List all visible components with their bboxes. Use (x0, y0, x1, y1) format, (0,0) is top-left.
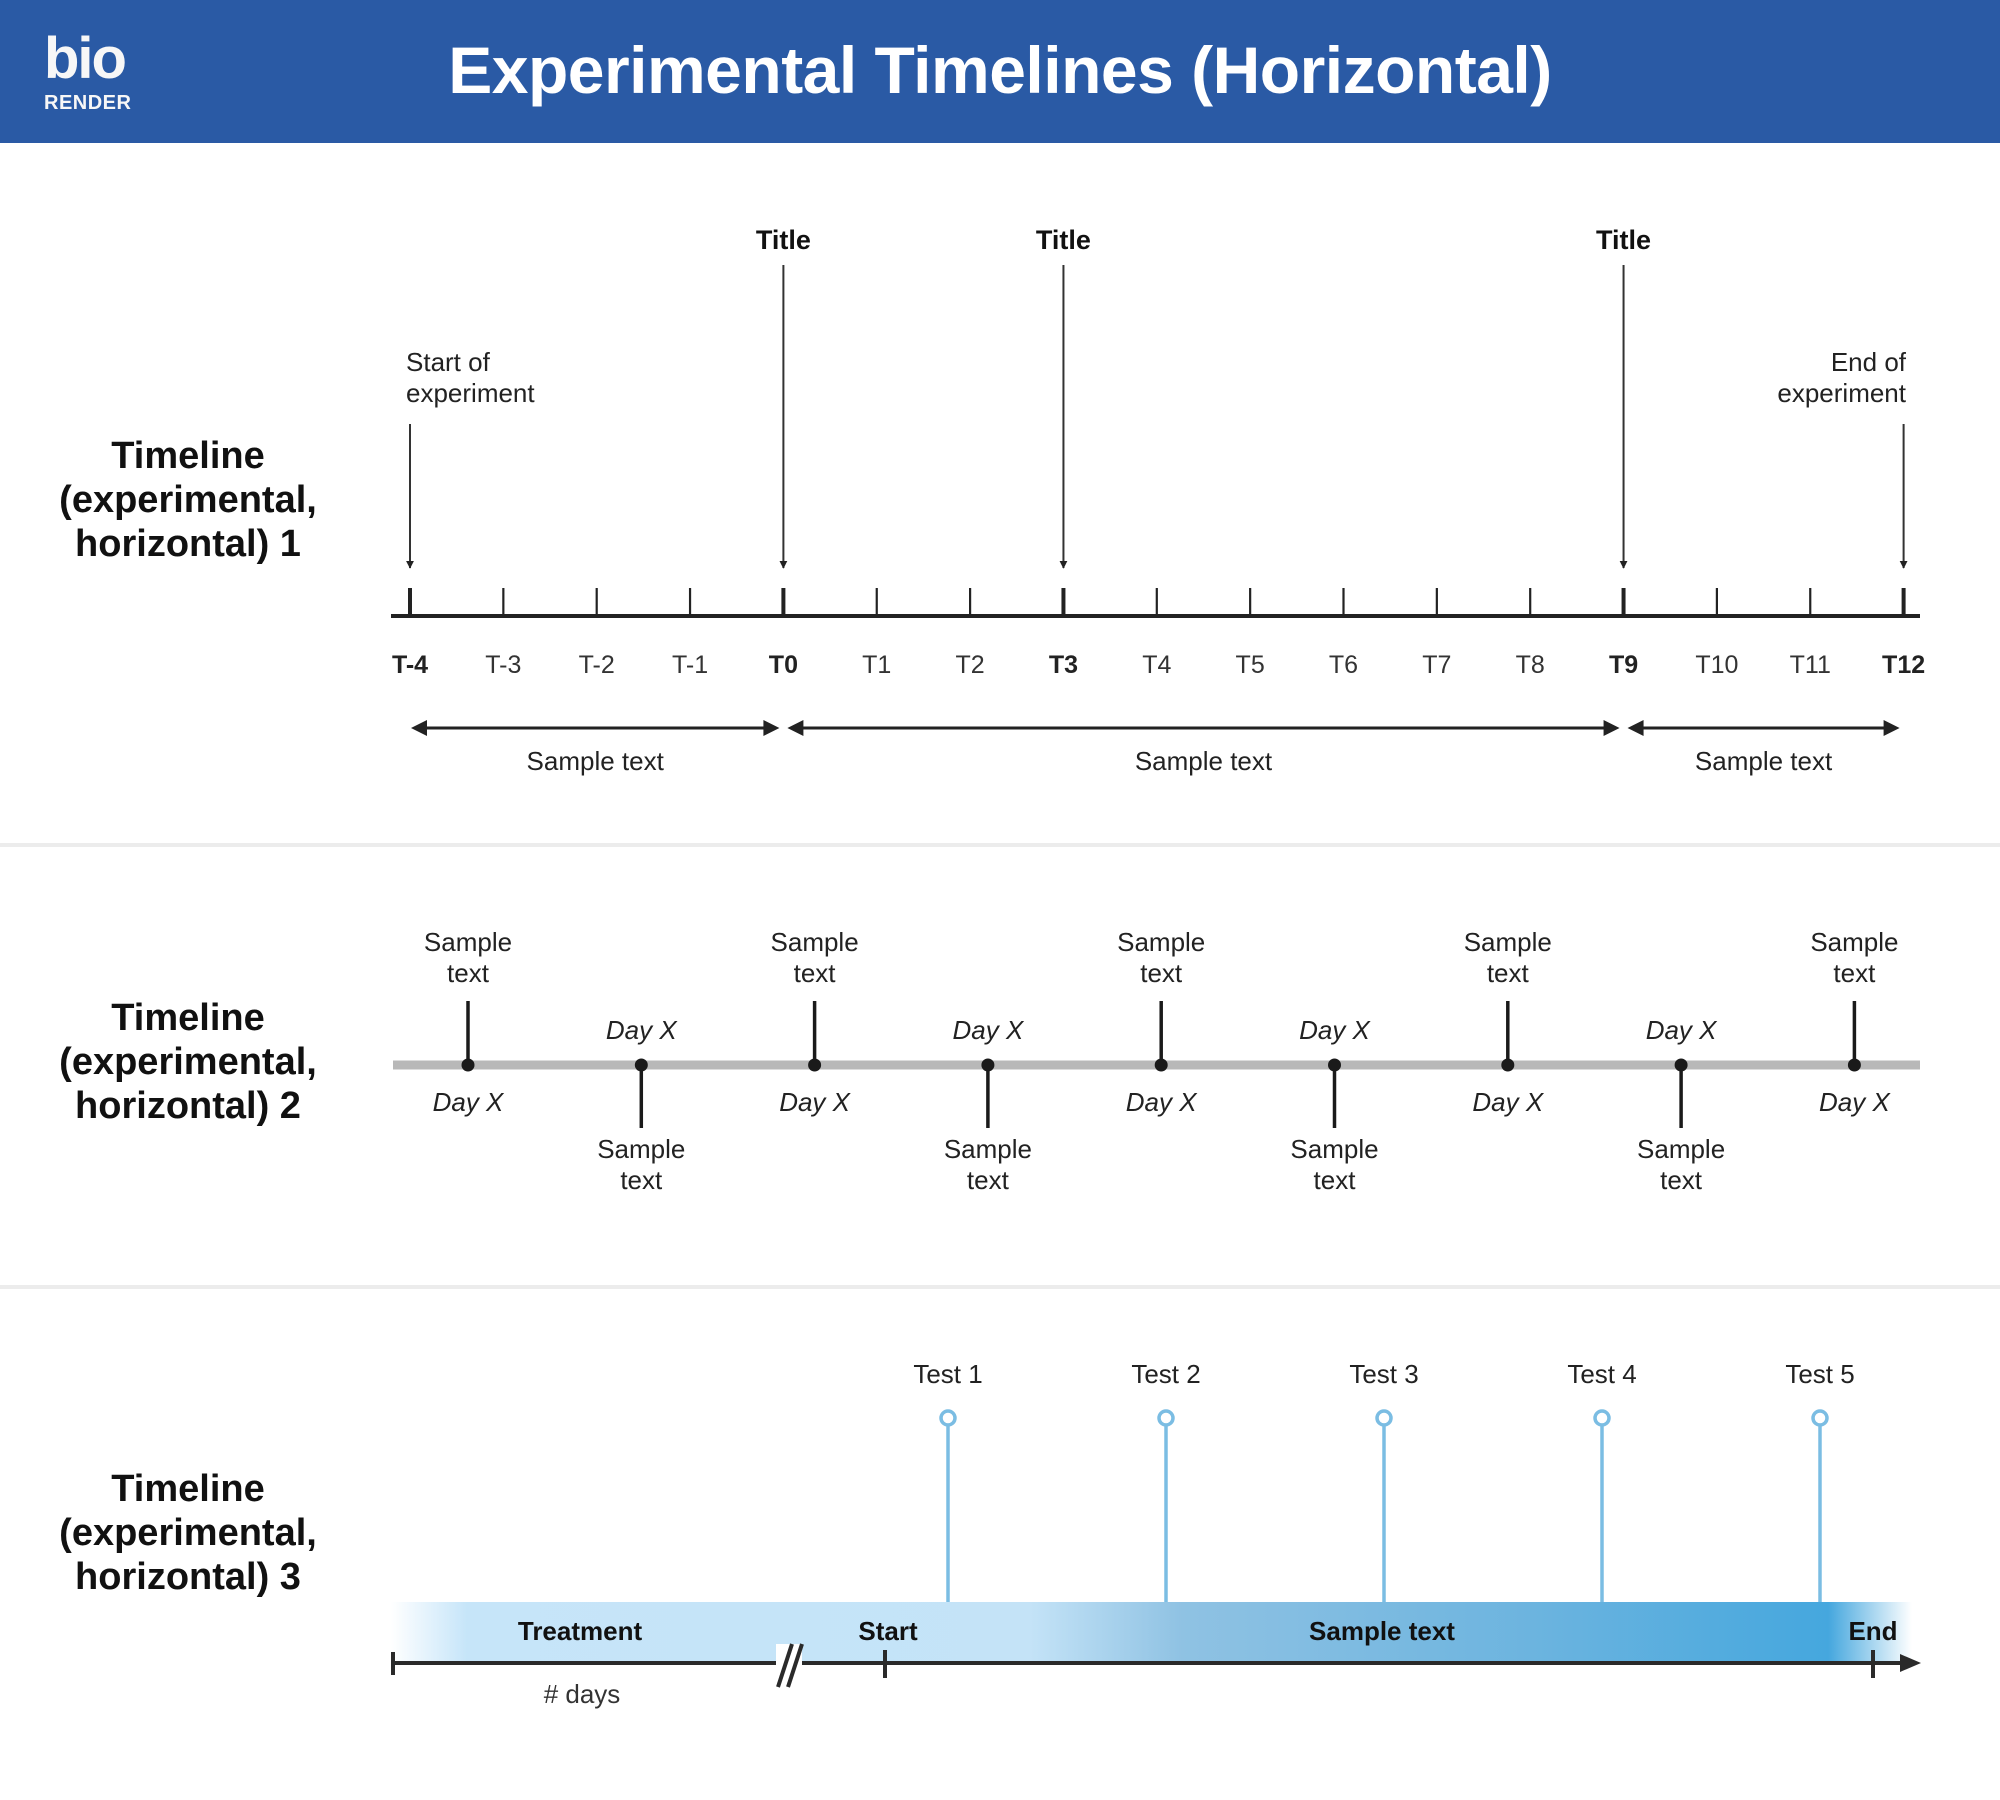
event-text: Sample text (1117, 927, 1205, 989)
biorender-logo: bio RENDER (44, 26, 132, 115)
event-text-line: Sample (597, 1134, 686, 1164)
event-text-line: Sample (943, 1134, 1032, 1164)
milestone-title: Title (1596, 225, 1652, 255)
tick-label: T-4 (391, 651, 429, 679)
test-marker-label: Test 2 (1131, 1359, 1201, 1389)
note-line: experiment (406, 378, 535, 408)
event-text-line: Sample (1290, 1134, 1379, 1164)
event-text-line: text (1486, 958, 1529, 988)
day-label: Day X (1125, 1087, 1197, 1117)
event-text-line: Sample (770, 927, 859, 957)
days-label: # days (543, 1679, 621, 1709)
event-text-line: text (1833, 958, 1876, 988)
range-label: Sample text (1694, 746, 1833, 776)
event-text-line: text (447, 958, 489, 988)
logo-render-text: RENDER (44, 92, 132, 114)
day-label: Day X (779, 1087, 850, 1117)
tick-label: T7 (1422, 651, 1452, 679)
event-text-line: Sample (1810, 927, 1899, 957)
start-label: Start (858, 1616, 918, 1646)
event-text: Sample text (1464, 927, 1552, 989)
event-text: Sample text (1810, 927, 1898, 989)
section-divider (0, 843, 2000, 847)
tick-label: T0 (768, 651, 798, 679)
event-text: Sample text (424, 927, 512, 989)
day-label: Day X (605, 1015, 677, 1045)
timeline-band (391, 1602, 1912, 1662)
label-line: horizontal) 1 (75, 523, 301, 565)
event-text: Sample text (944, 1134, 1032, 1196)
note-line: Start of (406, 347, 490, 377)
page-title: Experimental Timelines (Horizontal) (448, 33, 1552, 107)
event-text: Sample text (1290, 1134, 1378, 1196)
tick-label: T2 (955, 651, 985, 679)
label-line: (experimental, (59, 1041, 317, 1083)
tick-label: T6 (1328, 651, 1359, 679)
test-marker-label: Test 1 (913, 1359, 983, 1389)
milestone-title: Title (1035, 225, 1091, 255)
section-divider (0, 1285, 2000, 1289)
tick-label: T12 (1882, 651, 1926, 679)
tick-label: T11 (1789, 651, 1831, 679)
label-line: horizontal) 2 (75, 1085, 301, 1127)
tick-label: T5 (1235, 651, 1265, 679)
milestone-title: Title (755, 225, 811, 255)
section-label-timeline-2: Timeline (experimental, horizontal) 2 (28, 996, 348, 1128)
event-text-line: Sample (1117, 927, 1206, 957)
day-label: Day X (952, 1015, 1024, 1045)
tick-label: T-1 (671, 651, 709, 679)
header-bar: bio RENDER Experimental Timelines (Horiz… (0, 0, 2000, 143)
logo-bio-text: bio (44, 26, 127, 91)
day-label: Day X (1645, 1015, 1717, 1045)
phase-label: Sample text (1309, 1616, 1455, 1646)
label-line: (experimental, (59, 479, 317, 521)
test-marker-label: Test 4 (1567, 1359, 1637, 1389)
tick-label: T4 (1142, 651, 1172, 679)
tick-label: T3 (1048, 651, 1079, 679)
event-text-line: Sample (1463, 927, 1552, 957)
section-label-timeline-1: Timeline (experimental, horizontal) 1 (28, 434, 348, 566)
event-text-line: Sample (423, 927, 513, 957)
event-text-line: text (793, 958, 836, 988)
label-line: (experimental, (59, 1512, 317, 1554)
note-line: End of (1830, 347, 1906, 377)
end-of-experiment-note: End of experiment (1777, 347, 1906, 409)
event-text-line: text (1660, 1165, 1703, 1195)
tick-label: T9 (1608, 651, 1639, 679)
label-line: Timeline (111, 435, 265, 477)
tick-label: T1 (862, 651, 892, 679)
event-text-line: text (966, 1165, 1009, 1195)
event-text: Sample text (597, 1134, 685, 1196)
event-text-line: Sample (1637, 1134, 1726, 1164)
section-label-timeline-3: Timeline (experimental, horizontal) 3 (28, 1467, 348, 1599)
label-line: horizontal) 3 (75, 1556, 301, 1598)
range-label: Sample text (526, 746, 664, 776)
event-text-line: text (620, 1165, 663, 1195)
day-label: Day X (432, 1087, 504, 1117)
range-label: Sample text (1134, 746, 1273, 776)
event-text-line: text (1140, 958, 1183, 988)
test-marker-label: Test 5 (1785, 1359, 1855, 1389)
tick-label: T10 (1695, 651, 1739, 679)
label-line: Timeline (111, 1468, 265, 1510)
day-label: Day X (1818, 1087, 1890, 1117)
note-line: experiment (1777, 378, 1906, 408)
day-label: Day X (1472, 1087, 1544, 1117)
label-line: Timeline (111, 997, 265, 1039)
day-label: Day X (1299, 1015, 1370, 1045)
end-label: End (1848, 1616, 1898, 1646)
test-marker-label: Test 3 (1349, 1359, 1419, 1389)
treatment-label: Treatment (517, 1616, 643, 1646)
event-text: Sample text (771, 927, 859, 989)
start-of-experiment-note: Start of experiment (406, 347, 535, 409)
event-text: Sample text (1637, 1134, 1725, 1196)
tick-label: T8 (1515, 651, 1545, 679)
event-text-line: text (1313, 1165, 1356, 1195)
tick-label: T-3 (485, 651, 522, 679)
tick-label: T-2 (578, 651, 615, 679)
